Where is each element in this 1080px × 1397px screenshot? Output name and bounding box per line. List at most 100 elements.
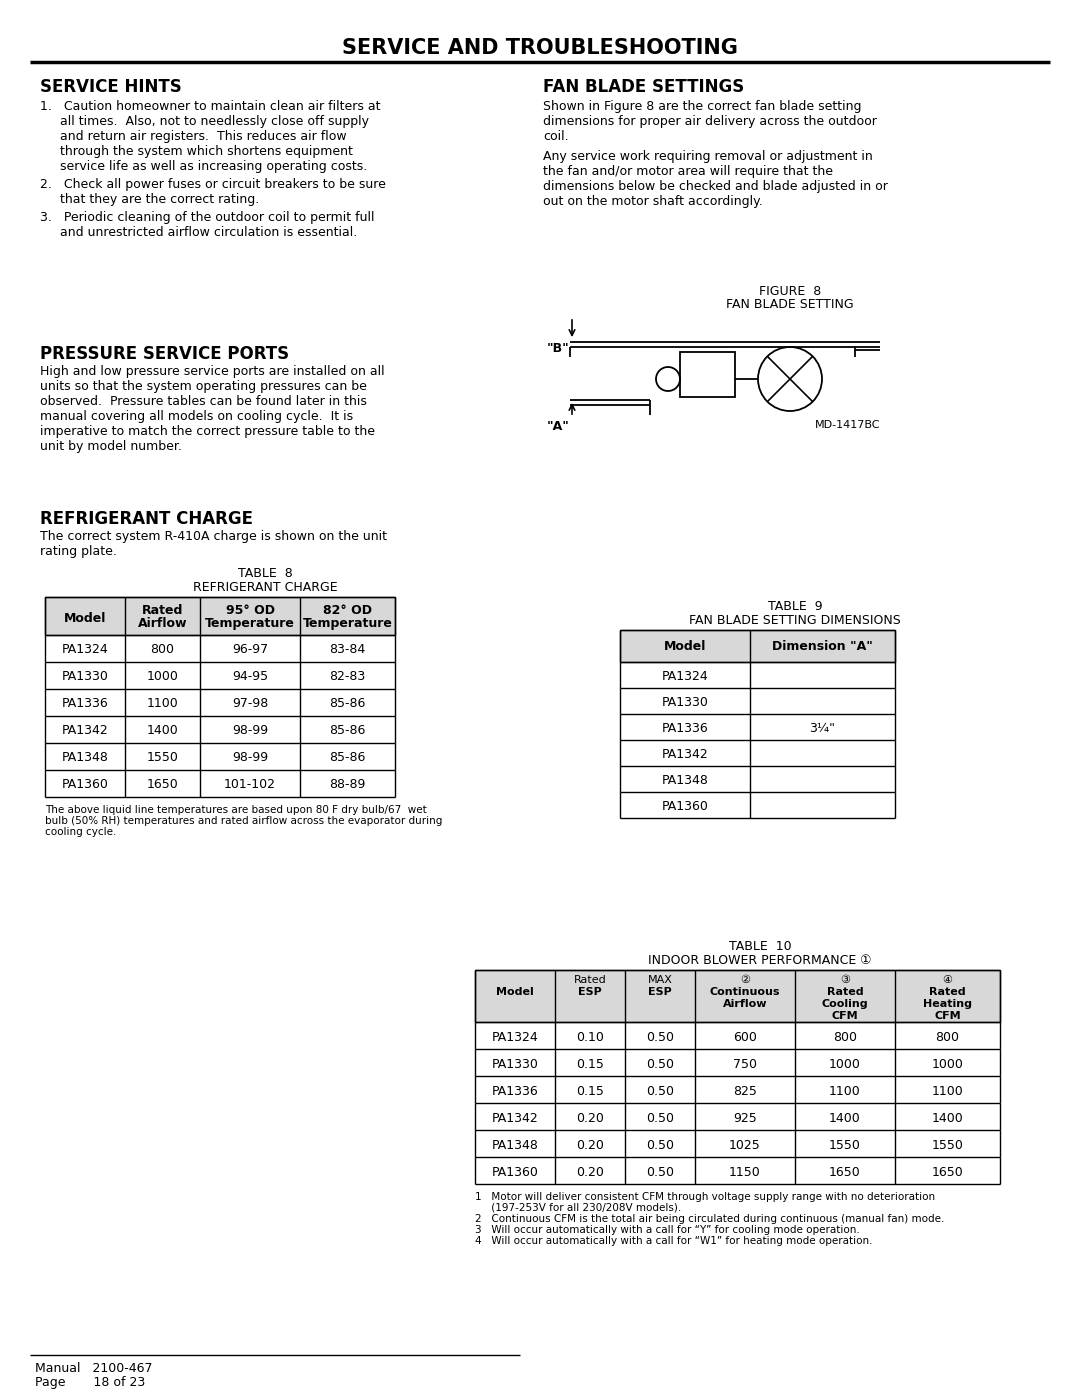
- Text: 0.20: 0.20: [576, 1112, 604, 1125]
- Text: 97-98: 97-98: [232, 697, 268, 710]
- Text: 1150: 1150: [729, 1166, 761, 1179]
- Text: 1650: 1650: [147, 778, 178, 791]
- Text: PA1348: PA1348: [491, 1139, 539, 1153]
- Text: 1550: 1550: [147, 752, 178, 764]
- Text: Airflow: Airflow: [723, 999, 767, 1009]
- Text: PA1330: PA1330: [662, 696, 708, 710]
- Text: PA1348: PA1348: [62, 752, 108, 764]
- Text: CFM: CFM: [934, 1011, 961, 1021]
- Text: PA1360: PA1360: [62, 778, 108, 791]
- Text: TABLE  10: TABLE 10: [729, 940, 792, 953]
- Text: The above liquid line temperatures are based upon 80 F dry bulb/67  wet: The above liquid line temperatures are b…: [45, 805, 427, 814]
- Text: coil.: coil.: [543, 130, 569, 142]
- Text: Manual   2100-467: Manual 2100-467: [35, 1362, 152, 1375]
- Text: bulb (50% RH) temperatures and rated airflow across the evaporator during: bulb (50% RH) temperatures and rated air…: [45, 816, 443, 826]
- Text: Model: Model: [64, 612, 106, 624]
- Text: 85-86: 85-86: [329, 697, 366, 710]
- Bar: [680, 352, 735, 397]
- Text: Cooling: Cooling: [822, 999, 868, 1009]
- Text: Temperature: Temperature: [302, 617, 392, 630]
- Text: Rated: Rated: [826, 988, 863, 997]
- Text: 1100: 1100: [932, 1085, 963, 1098]
- Text: 925: 925: [733, 1112, 757, 1125]
- Text: and return air registers.  This reduces air flow: and return air registers. This reduces a…: [40, 130, 347, 142]
- Text: PRESSURE SERVICE PORTS: PRESSURE SERVICE PORTS: [40, 345, 289, 363]
- Text: 1400: 1400: [829, 1112, 861, 1125]
- Text: REFRIGERANT CHARGE: REFRIGERANT CHARGE: [40, 510, 253, 528]
- Text: 800: 800: [833, 1031, 858, 1044]
- Text: unit by model number.: unit by model number.: [40, 440, 181, 453]
- Bar: [475, 970, 1000, 1023]
- Text: imperative to match the correct pressure table to the: imperative to match the correct pressure…: [40, 425, 375, 439]
- Text: 95° OD: 95° OD: [226, 604, 274, 617]
- Text: cooling cycle.: cooling cycle.: [45, 827, 117, 837]
- Text: dimensions for proper air delivery across the outdoor: dimensions for proper air delivery acros…: [543, 115, 877, 129]
- Text: 1000: 1000: [147, 671, 178, 683]
- Text: Airflow: Airflow: [138, 617, 187, 630]
- Text: PA1360: PA1360: [491, 1166, 539, 1179]
- Text: the fan and/or motor area will require that the: the fan and/or motor area will require t…: [543, 165, 833, 177]
- Text: out on the motor shaft accordingly.: out on the motor shaft accordingly.: [543, 196, 762, 208]
- Text: 0.50: 0.50: [646, 1085, 674, 1098]
- Text: and unrestricted airflow circulation is essential.: and unrestricted airflow circulation is …: [40, 226, 357, 239]
- Text: INDOOR BLOWER PERFORMANCE ①: INDOOR BLOWER PERFORMANCE ①: [648, 954, 872, 967]
- Text: The correct system R-410A charge is shown on the unit: The correct system R-410A charge is show…: [40, 529, 387, 543]
- Text: rating plate.: rating plate.: [40, 545, 117, 557]
- Text: units so that the system operating pressures can be: units so that the system operating press…: [40, 380, 367, 393]
- Text: ②: ②: [740, 975, 750, 985]
- Text: Page       18 of 23: Page 18 of 23: [35, 1376, 145, 1389]
- Text: 1.   Caution homeowner to maintain clean air filters at: 1. Caution homeowner to maintain clean a…: [40, 101, 380, 113]
- Text: PA1336: PA1336: [62, 697, 108, 710]
- Text: 1550: 1550: [932, 1139, 963, 1153]
- Text: PA1336: PA1336: [491, 1085, 538, 1098]
- Text: PA1342: PA1342: [62, 724, 108, 738]
- Text: FAN BLADE SETTINGS: FAN BLADE SETTINGS: [543, 78, 744, 96]
- Text: ③: ③: [840, 975, 850, 985]
- Text: Heating: Heating: [923, 999, 972, 1009]
- Text: CFM: CFM: [832, 1011, 859, 1021]
- Text: 2.   Check all power fuses or circuit breakers to be sure: 2. Check all power fuses or circuit brea…: [40, 177, 386, 191]
- Text: manual covering all models on cooling cycle.  It is: manual covering all models on cooling cy…: [40, 409, 353, 423]
- Text: FAN BLADE SETTING DIMENSIONS: FAN BLADE SETTING DIMENSIONS: [689, 615, 901, 627]
- Text: ④: ④: [943, 975, 953, 985]
- Text: PA1324: PA1324: [491, 1031, 538, 1044]
- Text: dimensions below be checked and blade adjusted in or: dimensions below be checked and blade ad…: [543, 180, 888, 193]
- Text: PA1330: PA1330: [491, 1058, 539, 1071]
- Text: 88-89: 88-89: [329, 778, 366, 791]
- Text: FIGURE  8: FIGURE 8: [759, 285, 821, 298]
- Text: 1650: 1650: [829, 1166, 861, 1179]
- Text: High and low pressure service ports are installed on all: High and low pressure service ports are …: [40, 365, 384, 379]
- Text: all times.  Also, not to needlessly close off supply: all times. Also, not to needlessly close…: [40, 115, 369, 129]
- Bar: [45, 597, 395, 636]
- Text: observed.  Pressure tables can be found later in this: observed. Pressure tables can be found l…: [40, 395, 367, 408]
- Bar: [620, 630, 895, 662]
- Text: "A": "A": [546, 420, 570, 433]
- Text: 98-99: 98-99: [232, 724, 268, 738]
- Text: 4   Will occur automatically with a call for “W1” for heating mode operation.: 4 Will occur automatically with a call f…: [475, 1236, 873, 1246]
- Text: MAX: MAX: [648, 975, 673, 985]
- Text: 0.50: 0.50: [646, 1166, 674, 1179]
- Text: 0.50: 0.50: [646, 1058, 674, 1071]
- Text: 0.50: 0.50: [646, 1112, 674, 1125]
- Text: 3.   Periodic cleaning of the outdoor coil to permit full: 3. Periodic cleaning of the outdoor coil…: [40, 211, 375, 224]
- Text: PA1330: PA1330: [62, 671, 108, 683]
- Text: PA1324: PA1324: [62, 643, 108, 657]
- Text: 1000: 1000: [932, 1058, 963, 1071]
- Text: 750: 750: [733, 1058, 757, 1071]
- Text: 1   Motor will deliver consistent CFM through voltage supply range with no deter: 1 Motor will deliver consistent CFM thro…: [475, 1192, 935, 1201]
- Text: 600: 600: [733, 1031, 757, 1044]
- Text: 0.10: 0.10: [576, 1031, 604, 1044]
- Text: ESP: ESP: [648, 988, 672, 997]
- Text: 1025: 1025: [729, 1139, 761, 1153]
- Text: 0.20: 0.20: [576, 1166, 604, 1179]
- Text: 1000: 1000: [829, 1058, 861, 1071]
- Text: 800: 800: [935, 1031, 959, 1044]
- Text: through the system which shortens equipment: through the system which shortens equipm…: [40, 145, 353, 158]
- Text: 0.50: 0.50: [646, 1031, 674, 1044]
- Text: PA1342: PA1342: [491, 1112, 538, 1125]
- Text: 0.15: 0.15: [576, 1058, 604, 1071]
- Text: 85-86: 85-86: [329, 724, 366, 738]
- Text: 0.20: 0.20: [576, 1139, 604, 1153]
- Text: Any service work requiring removal or adjustment in: Any service work requiring removal or ad…: [543, 149, 873, 163]
- Text: Dimension "A": Dimension "A": [772, 640, 873, 652]
